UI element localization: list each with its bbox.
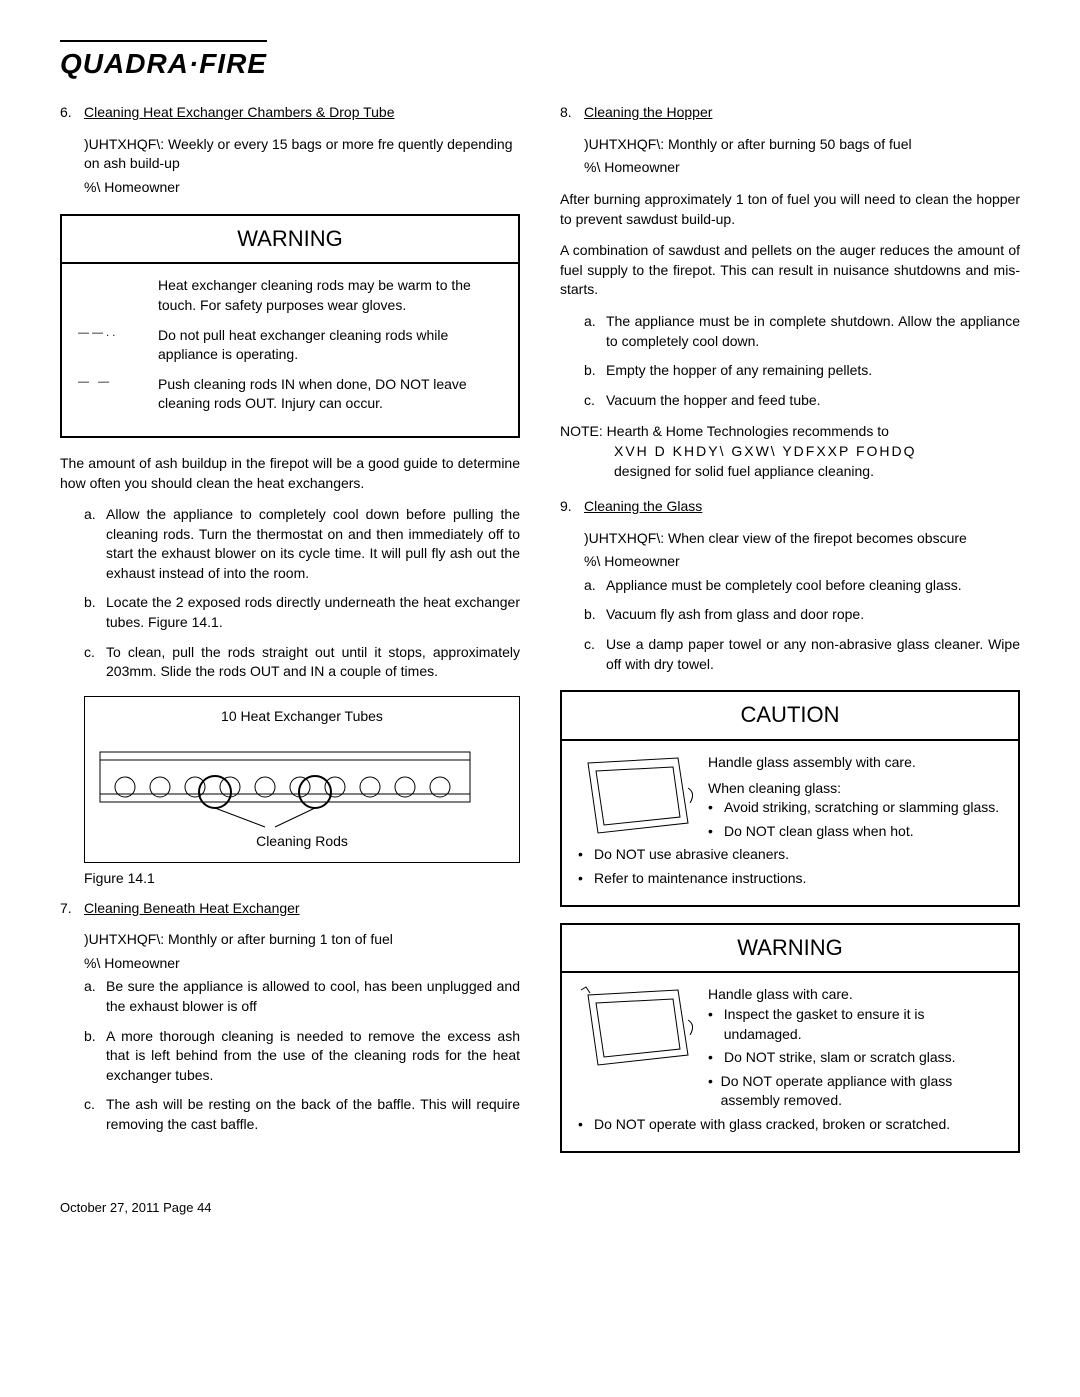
figure-14-1: 10 Heat Exchanger Tubes Cleaning Rods <box>84 696 520 863</box>
cb3: Do NOT use abrasive cleaners. <box>594 845 789 865</box>
warning2-title: WARNING <box>562 925 1018 974</box>
figure-caption: Figure 14.1 <box>84 869 520 889</box>
s9-a: Appliance must be completely cool before… <box>606 576 962 596</box>
cb2: Do NOT clean glass when hot. <box>724 822 914 842</box>
s9-b: Vacuum fly ash from glass and door rope. <box>606 605 864 625</box>
fig-bottom-label: Cleaning Rods <box>95 832 509 852</box>
page-footer: October 27, 2011 Page 44 <box>60 1199 1020 1217</box>
note-block: NOTE: Hearth & Home Technologies recomme… <box>560 422 1020 481</box>
s6-a: Allow the appliance to completely cool d… <box>106 505 520 583</box>
sec9-num: 9. <box>560 497 584 523</box>
caution-title: CAUTION <box>562 692 1018 741</box>
sec8-by: %\ Homeowner <box>584 158 1020 178</box>
warn-row3: Push cleaning rods IN when done, DO NOT … <box>158 375 502 414</box>
sec6-num: 6. <box>60 103 84 129</box>
note-t1: Hearth & Home Technologies recommends to <box>607 423 889 439</box>
s7-b: A more thorough cleaning is needed to re… <box>106 1027 520 1086</box>
sec7-title: Cleaning Beneath Heat Exchanger <box>84 899 300 919</box>
wb1: Inspect the gasket to ensure it is undam… <box>724 1005 1002 1044</box>
sec8-num: 8. <box>560 103 584 129</box>
sec8-freq: )UHTXHQF\: Monthly or after burning 50 b… <box>584 135 1020 155</box>
sec8-title: Cleaning the Hopper <box>584 103 712 123</box>
sec6-by: %\ Homeowner <box>84 178 520 198</box>
warn-row2: Do not pull heat exchanger cleaning rods… <box>158 326 502 365</box>
warning-title: WARNING <box>62 216 518 265</box>
sec8-p2: A combination of sawdust and pellets on … <box>560 241 1020 300</box>
sec7-by: %\ Homeowner <box>84 954 520 974</box>
s7-a: Be sure the appliance is allowed to cool… <box>106 977 520 1016</box>
wb2: Do NOT strike, slam or scratch glass. <box>724 1048 956 1068</box>
warn-row1: Heat exchanger cleaning rods may be warm… <box>158 276 502 315</box>
warning-box-1: WARNING Heat exchanger cleaning rods may… <box>60 214 520 438</box>
caution-box: CAUTION Handle glass assembly with care.… <box>560 690 1020 906</box>
note-t2: XVH D KHDY\ GXW\ YDFXXP FOHDQ <box>614 442 1020 462</box>
s8-c: Vacuum the hopper and feed tube. <box>606 391 821 411</box>
s9-c: Use a damp paper towel or any non-abrasi… <box>606 635 1020 674</box>
left-column: 6. Cleaning Heat Exchanger Chambers & Dr… <box>60 103 520 1168</box>
brand-logo: QUADRA·FIRE <box>60 40 267 83</box>
cb1: Avoid striking, scratching or slamming g… <box>724 798 999 818</box>
sec8-p1: After burning approximately 1 ton of fue… <box>560 190 1020 229</box>
wb4: Do NOT operate with glass cracked, broke… <box>594 1115 950 1135</box>
s7-c: The ash will be resting on the back of t… <box>106 1095 520 1134</box>
s8-b: Empty the hopper of any remaining pellet… <box>606 361 872 381</box>
sec9-by: %\ Homeowner <box>584 552 1020 572</box>
sec7-freq: )UHTXHQF\: Monthly or after burning 1 to… <box>84 930 520 950</box>
sec9-freq: )UHTXHQF\: When clear view of the firepo… <box>584 529 1020 549</box>
para-ash: The amount of ash buildup in the firepot… <box>60 454 520 493</box>
s6-c: To clean, pull the rods straight out unt… <box>106 643 520 682</box>
glass-icon-2 <box>578 985 698 1075</box>
sec6-title: Cleaning Heat Exchanger Chambers & Drop … <box>84 103 395 123</box>
s6-b: Locate the 2 exposed rods directly under… <box>106 593 520 632</box>
fig-top-label: 10 Heat Exchanger Tubes <box>95 707 509 727</box>
sec7-num: 7. <box>60 899 84 925</box>
sec9-title: Cleaning the Glass <box>584 497 702 517</box>
note-label: NOTE: <box>560 423 603 439</box>
glass-icon <box>578 753 698 843</box>
sec6-freq: )UHTXHQF\: Weekly or every 15 bags or mo… <box>84 135 520 174</box>
wb3: Do NOT operate appliance with glass asse… <box>721 1072 1002 1111</box>
warning-box-2: WARNING Handle glass with care. •Inspect… <box>560 923 1020 1153</box>
right-column: 8. Cleaning the Hopper )UHTXHQF\: Monthl… <box>560 103 1020 1168</box>
note-t3: designed for solid fuel appliance cleani… <box>614 462 1020 482</box>
cb4: Refer to maintenance instructions. <box>594 869 806 889</box>
s8-a: The appliance must be in complete shutdo… <box>606 312 1020 351</box>
